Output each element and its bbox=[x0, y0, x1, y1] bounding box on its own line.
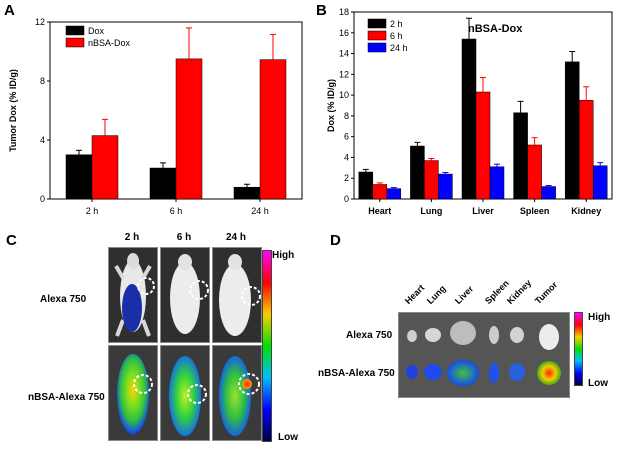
mouse-silhouette-icon bbox=[170, 254, 209, 334]
mouse-fluorescence-icon bbox=[117, 354, 153, 434]
column-header-6h: 6 h bbox=[176, 232, 192, 243]
organ-header-lung: Lung bbox=[424, 283, 448, 306]
panel-letter-d: D bbox=[330, 232, 341, 249]
panel-letter-a: A bbox=[4, 2, 15, 19]
organ-header-tumor: Tumor bbox=[532, 279, 560, 306]
image-alexa-6h bbox=[160, 247, 210, 343]
organ-header-heart: Heart bbox=[402, 282, 427, 306]
organ-header-liver: Liver bbox=[452, 283, 476, 306]
organ-header-kidney: Kidney bbox=[504, 277, 534, 306]
color-scale-bar-c bbox=[262, 250, 272, 442]
scale-low-c: Low bbox=[278, 432, 298, 443]
column-header-2h: 2 h bbox=[124, 232, 140, 243]
panel-letter-b: B bbox=[316, 2, 327, 19]
row-label-d-alexa: Alexa 750 bbox=[346, 330, 393, 341]
color-scale-bar-d bbox=[574, 312, 583, 386]
row-label-nbsa-alexa: nBSA-Alexa 750 bbox=[28, 392, 105, 403]
image-alexa-2h bbox=[108, 247, 158, 343]
image-nbsa-alexa-6h bbox=[160, 345, 210, 441]
mouse-fluorescence-icon bbox=[219, 356, 260, 436]
scale-low-d: Low bbox=[588, 378, 608, 389]
mouse-silhouette-icon bbox=[114, 253, 155, 337]
column-header-24h: 24 h bbox=[225, 232, 246, 243]
image-alexa-24h bbox=[212, 247, 262, 343]
scale-high-c: High bbox=[272, 250, 295, 261]
row-label-alexa: Alexa 750 bbox=[40, 294, 87, 305]
image-nbsa-alexa-24h bbox=[212, 345, 262, 441]
panel-letter-c: C bbox=[6, 232, 17, 249]
organ-image-panel bbox=[398, 312, 570, 398]
image-nbsa-alexa-2h bbox=[108, 345, 158, 441]
organ-header-spleen: Spleen bbox=[482, 278, 511, 306]
scale-high-d: High bbox=[588, 312, 611, 323]
mouse-fluorescence-icon bbox=[169, 356, 207, 436]
row-label-d-nbsa-alexa: nBSA-Alexa 750 bbox=[318, 368, 395, 379]
organ-tissue-icon bbox=[406, 321, 561, 386]
mouse-silhouette-icon bbox=[219, 254, 261, 336]
